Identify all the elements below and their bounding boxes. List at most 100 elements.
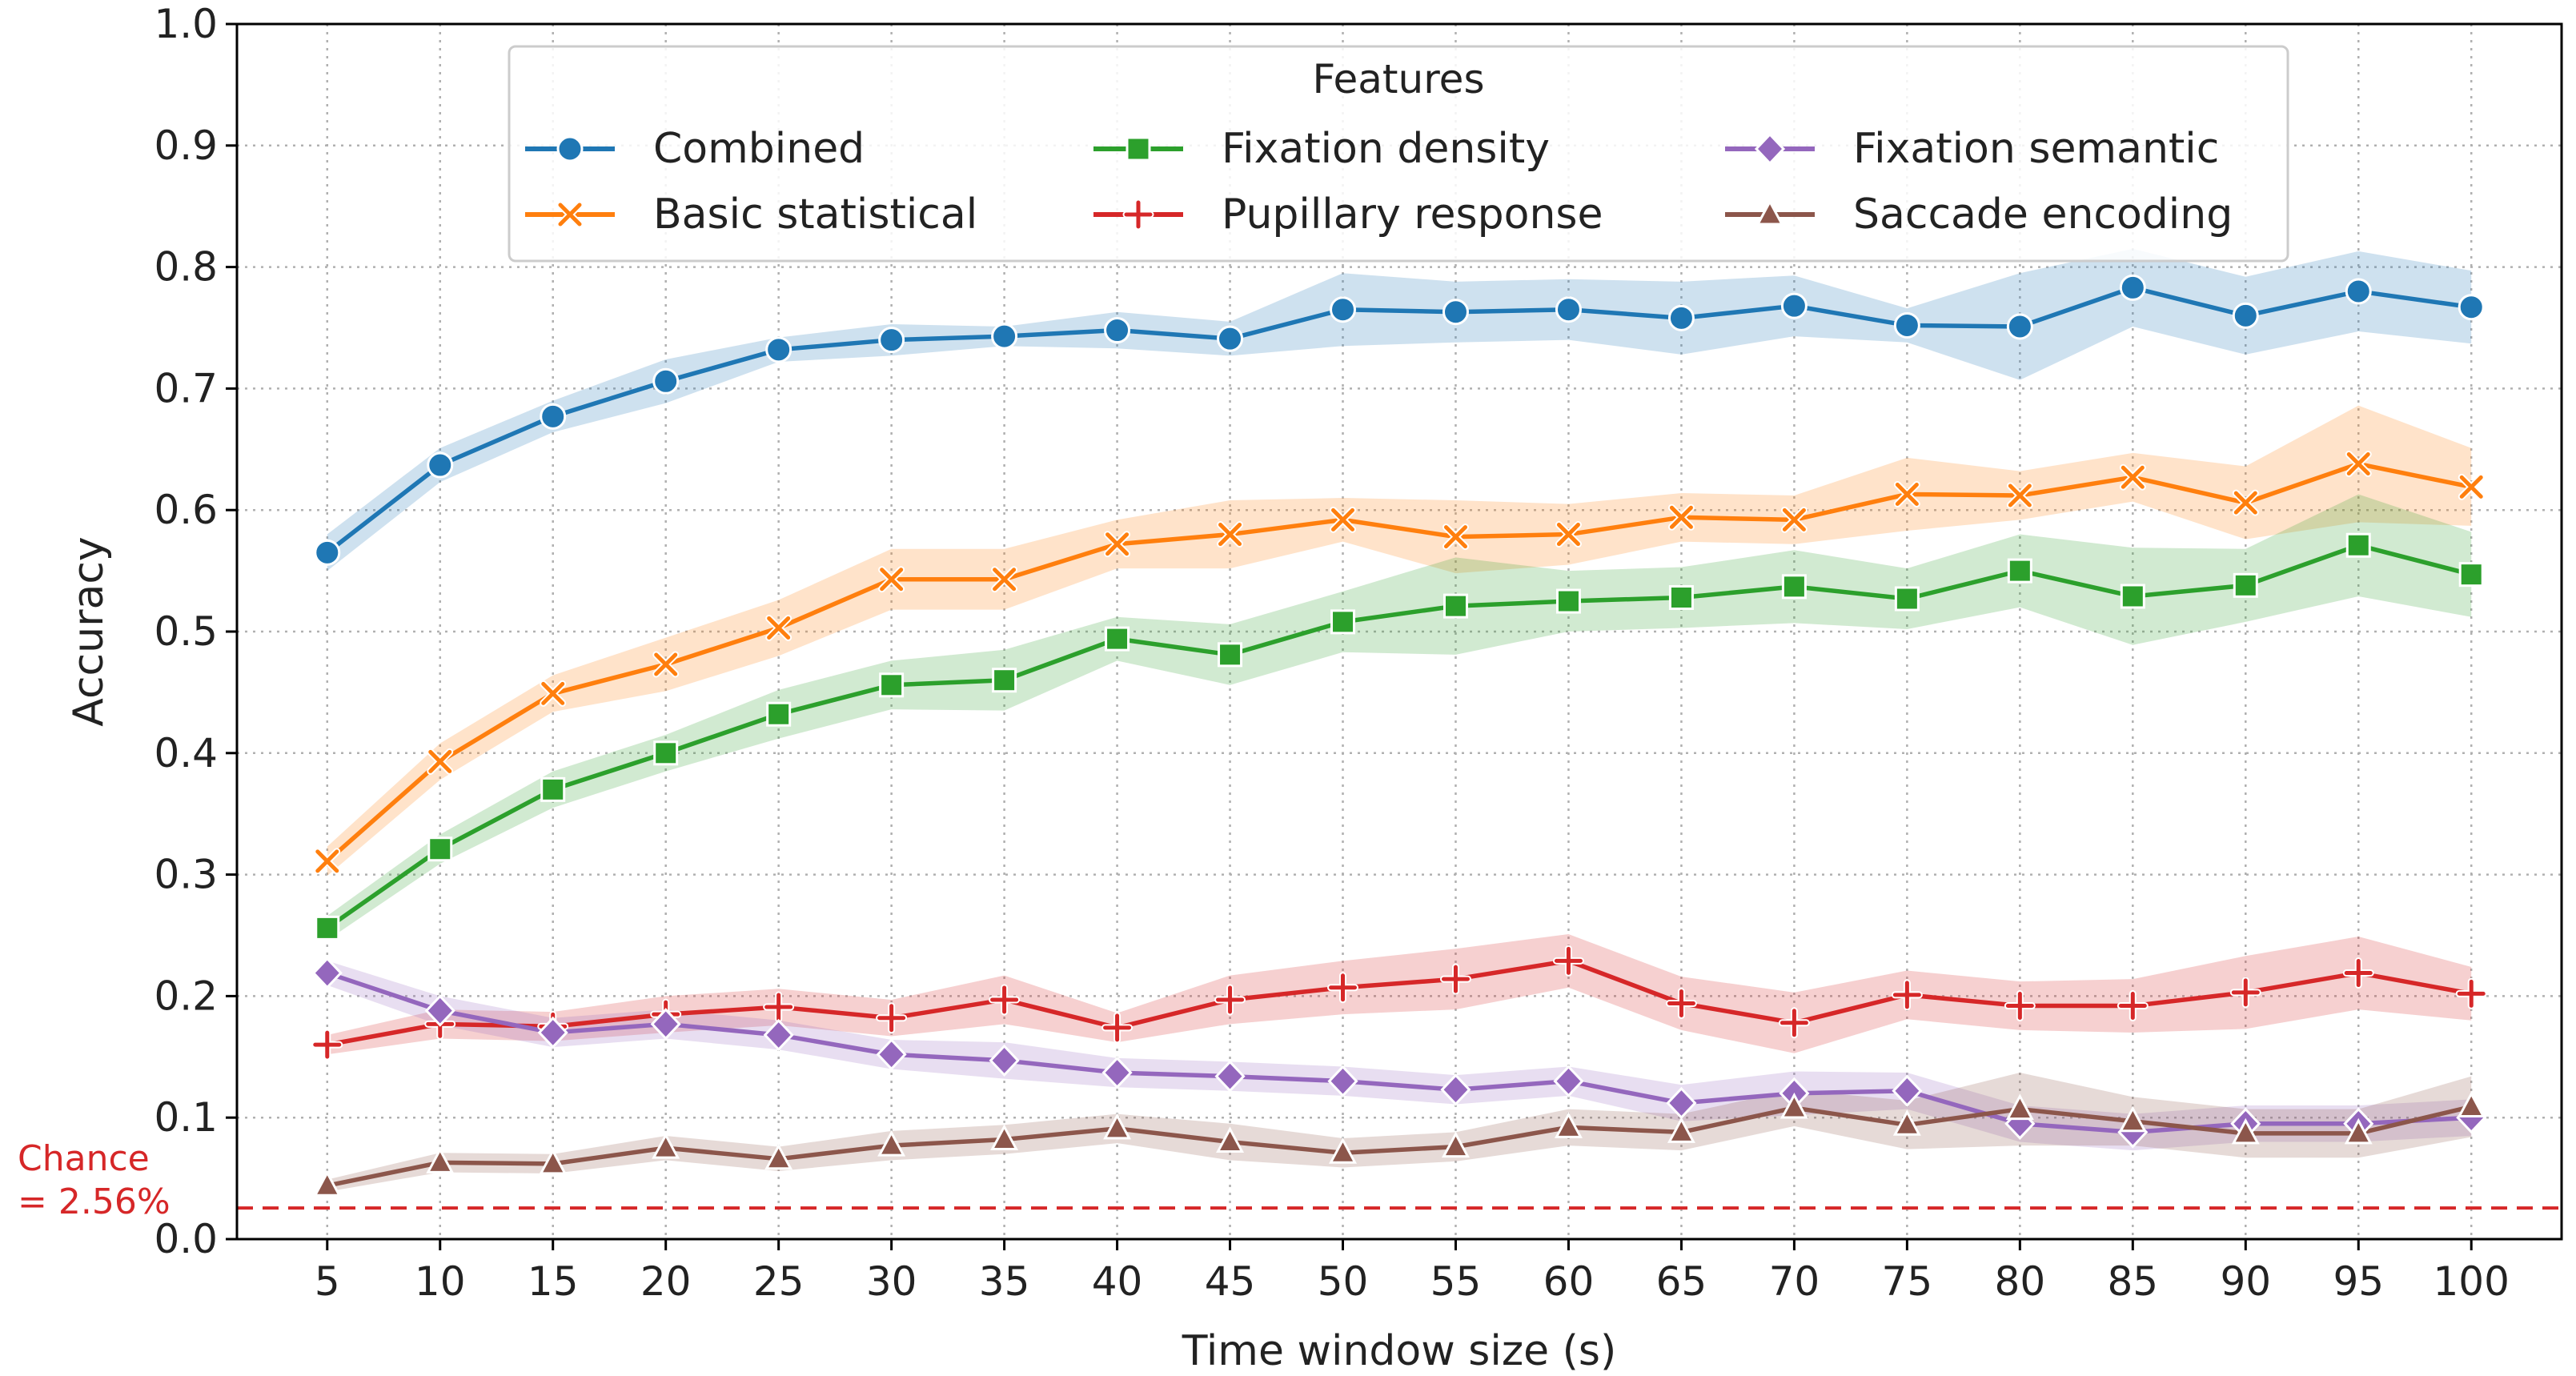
point-pupillary-response <box>989 984 1021 1016</box>
y-tick-label: 0.8 <box>154 244 218 291</box>
marker-stroke <box>1895 482 1919 506</box>
marker-stroke <box>2233 491 2257 515</box>
point-saccade-encoding <box>313 1170 342 1197</box>
point-basic-statistical <box>1780 506 1808 533</box>
y-axis-label: Accuracy <box>65 536 113 726</box>
legend-item-combined: Combined <box>525 125 865 173</box>
point-combined <box>2119 274 2146 301</box>
point-fixation-semantic <box>1553 1065 1584 1097</box>
y-tick-label: 0.2 <box>154 973 218 1019</box>
point-fixation-semantic <box>1327 1065 1358 1097</box>
point-pupillary-response <box>2229 977 2261 1009</box>
point-fixation-semantic <box>311 957 343 989</box>
legend-item-saccade-encoding: Saccade encoding <box>1725 191 2233 239</box>
marker-stroke <box>1331 507 1355 532</box>
marker-stroke <box>1669 505 1693 529</box>
y-tick-label: 0.5 <box>154 608 218 655</box>
point-fixation-density <box>2233 572 2258 598</box>
x-tick-label: 80 <box>1995 1258 2046 1305</box>
point-fixation-density <box>1442 593 1468 619</box>
point-fixation-semantic <box>1440 1073 1471 1106</box>
confidence-bands <box>327 248 2472 1192</box>
line-saccade-encoding <box>327 1104 2472 1188</box>
x-tick-label: 95 <box>2333 1258 2384 1305</box>
point-fixation-density <box>1330 609 1356 635</box>
point-basic-statistical <box>2119 463 2146 491</box>
point-basic-statistical <box>1104 531 1131 558</box>
point-combined <box>2006 313 2033 340</box>
point-fixation-density <box>1218 642 1243 668</box>
legend-marker <box>556 201 584 228</box>
marker-stroke <box>1892 981 1921 1009</box>
legend-item-fixation-semantic: Fixation semantic <box>1725 125 2219 173</box>
legend-marker <box>1754 132 1786 166</box>
point-fixation-density <box>879 672 905 698</box>
point-saccade-encoding <box>539 1148 568 1175</box>
markers-combined <box>314 274 2485 566</box>
x-tick-label: 60 <box>1543 1258 1595 1305</box>
point-combined <box>652 367 680 395</box>
legend-marker <box>1122 199 1154 231</box>
marker-stroke <box>313 1030 342 1059</box>
markers-fixation-density <box>315 532 2484 941</box>
y-tick-label: 0.9 <box>154 122 218 169</box>
point-pupillary-response <box>876 1002 908 1034</box>
point-fixation-density <box>1894 586 1920 612</box>
legend-item-fixation-density: Fixation density <box>1093 125 1550 173</box>
ci-band-saccade-encoding <box>327 1073 2472 1192</box>
x-tick-label: 100 <box>2434 1258 2510 1305</box>
marker-stroke <box>1329 973 1358 1002</box>
point-saccade-encoding <box>1554 1112 1583 1138</box>
point-basic-statistical <box>1217 521 1244 548</box>
marker-stroke <box>1124 200 1153 229</box>
marker-stroke <box>558 203 582 227</box>
legend: Features Combined Basic statistical Fixatio… <box>508 45 2289 263</box>
line-pupillary-response <box>327 958 2472 1047</box>
ci-band-fixation-density <box>327 494 2472 941</box>
marker-stroke <box>315 849 339 873</box>
point-combined <box>878 327 905 354</box>
marker-stroke <box>1103 1013 1132 1042</box>
marker-stroke <box>2346 452 2370 476</box>
point-saccade-encoding <box>877 1129 906 1157</box>
point-fixation-semantic <box>650 1008 681 1041</box>
point-fixation-density <box>1105 626 1130 652</box>
x-tick-label: 85 <box>2107 1258 2158 1305</box>
point-combined <box>991 323 1018 350</box>
x-tick-label: 25 <box>753 1258 804 1305</box>
point-pupillary-response <box>1778 1007 1810 1039</box>
point-basic-statistical <box>652 651 680 678</box>
markers-basic-statistical <box>314 451 2485 875</box>
point-basic-statistical <box>1330 506 1357 533</box>
marker-stroke <box>2344 959 2373 988</box>
point-pupillary-response <box>311 1029 343 1061</box>
point-fixation-density <box>2007 558 2032 584</box>
y-tick-label: 0.3 <box>154 852 218 898</box>
legend-label: Fixation density <box>1222 125 1550 173</box>
x-tick-label: 10 <box>415 1258 466 1305</box>
marker-stroke <box>990 985 1019 1014</box>
point-fixation-density <box>2458 562 2484 588</box>
marker-stroke <box>1556 523 1580 547</box>
point-basic-statistical <box>2345 451 2372 478</box>
point-saccade-encoding <box>2005 1093 2034 1121</box>
ci-band-fixation-semantic <box>327 961 2472 1151</box>
marker-stroke <box>877 1004 906 1033</box>
point-fixation-density <box>2120 584 2145 609</box>
y-tick-label: 0.0 <box>154 1216 218 1262</box>
point-pupillary-response <box>1439 963 1471 995</box>
series-lines <box>325 285 2472 1188</box>
point-pupillary-response <box>2004 990 2036 1022</box>
point-combined <box>1330 296 1357 323</box>
x-tick-label: 90 <box>2220 1258 2271 1305</box>
point-pupillary-response <box>1891 979 1923 1011</box>
point-saccade-encoding <box>1329 1137 1358 1164</box>
y-tick-label: 0.1 <box>154 1094 218 1141</box>
point-combined <box>314 539 341 566</box>
axis-ticks: 0.0 0.1 0.2 0.3 0.4 0.5 0.6 0.7 0.8 0.9 1.0 5 10 15 20… <box>154 1 2509 1305</box>
chance-value-label: = 2.56% <box>18 1181 171 1222</box>
legend-box <box>508 45 2289 263</box>
point-fixation-density <box>540 776 566 802</box>
marker-stroke <box>1782 507 1806 532</box>
